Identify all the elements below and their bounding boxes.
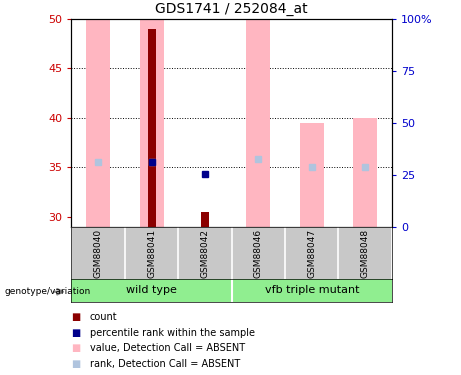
Text: GSM88040: GSM88040 bbox=[94, 228, 103, 278]
Text: GSM88047: GSM88047 bbox=[307, 228, 316, 278]
Text: GSM88046: GSM88046 bbox=[254, 228, 263, 278]
Text: vfb triple mutant: vfb triple mutant bbox=[265, 285, 359, 295]
Bar bbox=[246, 19, 270, 227]
Text: rank, Detection Call = ABSENT: rank, Detection Call = ABSENT bbox=[90, 359, 240, 369]
Text: value, Detection Call = ABSENT: value, Detection Call = ABSENT bbox=[90, 344, 245, 353]
Text: GSM88048: GSM88048 bbox=[361, 228, 370, 278]
Bar bbox=[201, 212, 209, 227]
Text: GSM88042: GSM88042 bbox=[201, 229, 209, 278]
Text: GSM88041: GSM88041 bbox=[147, 228, 156, 278]
Text: ■: ■ bbox=[71, 328, 81, 338]
Text: genotype/variation: genotype/variation bbox=[5, 287, 91, 296]
Bar bbox=[353, 118, 377, 227]
Bar bbox=[140, 19, 164, 227]
Text: wild type: wild type bbox=[126, 285, 177, 295]
Text: ■: ■ bbox=[71, 359, 81, 369]
Text: ■: ■ bbox=[71, 344, 81, 353]
Text: ■: ■ bbox=[71, 312, 81, 322]
Bar bbox=[148, 28, 155, 227]
Bar bbox=[86, 19, 110, 227]
Title: GDS1741 / 252084_at: GDS1741 / 252084_at bbox=[155, 2, 308, 16]
Text: percentile rank within the sample: percentile rank within the sample bbox=[90, 328, 255, 338]
Text: count: count bbox=[90, 312, 118, 322]
Bar bbox=[300, 123, 324, 227]
